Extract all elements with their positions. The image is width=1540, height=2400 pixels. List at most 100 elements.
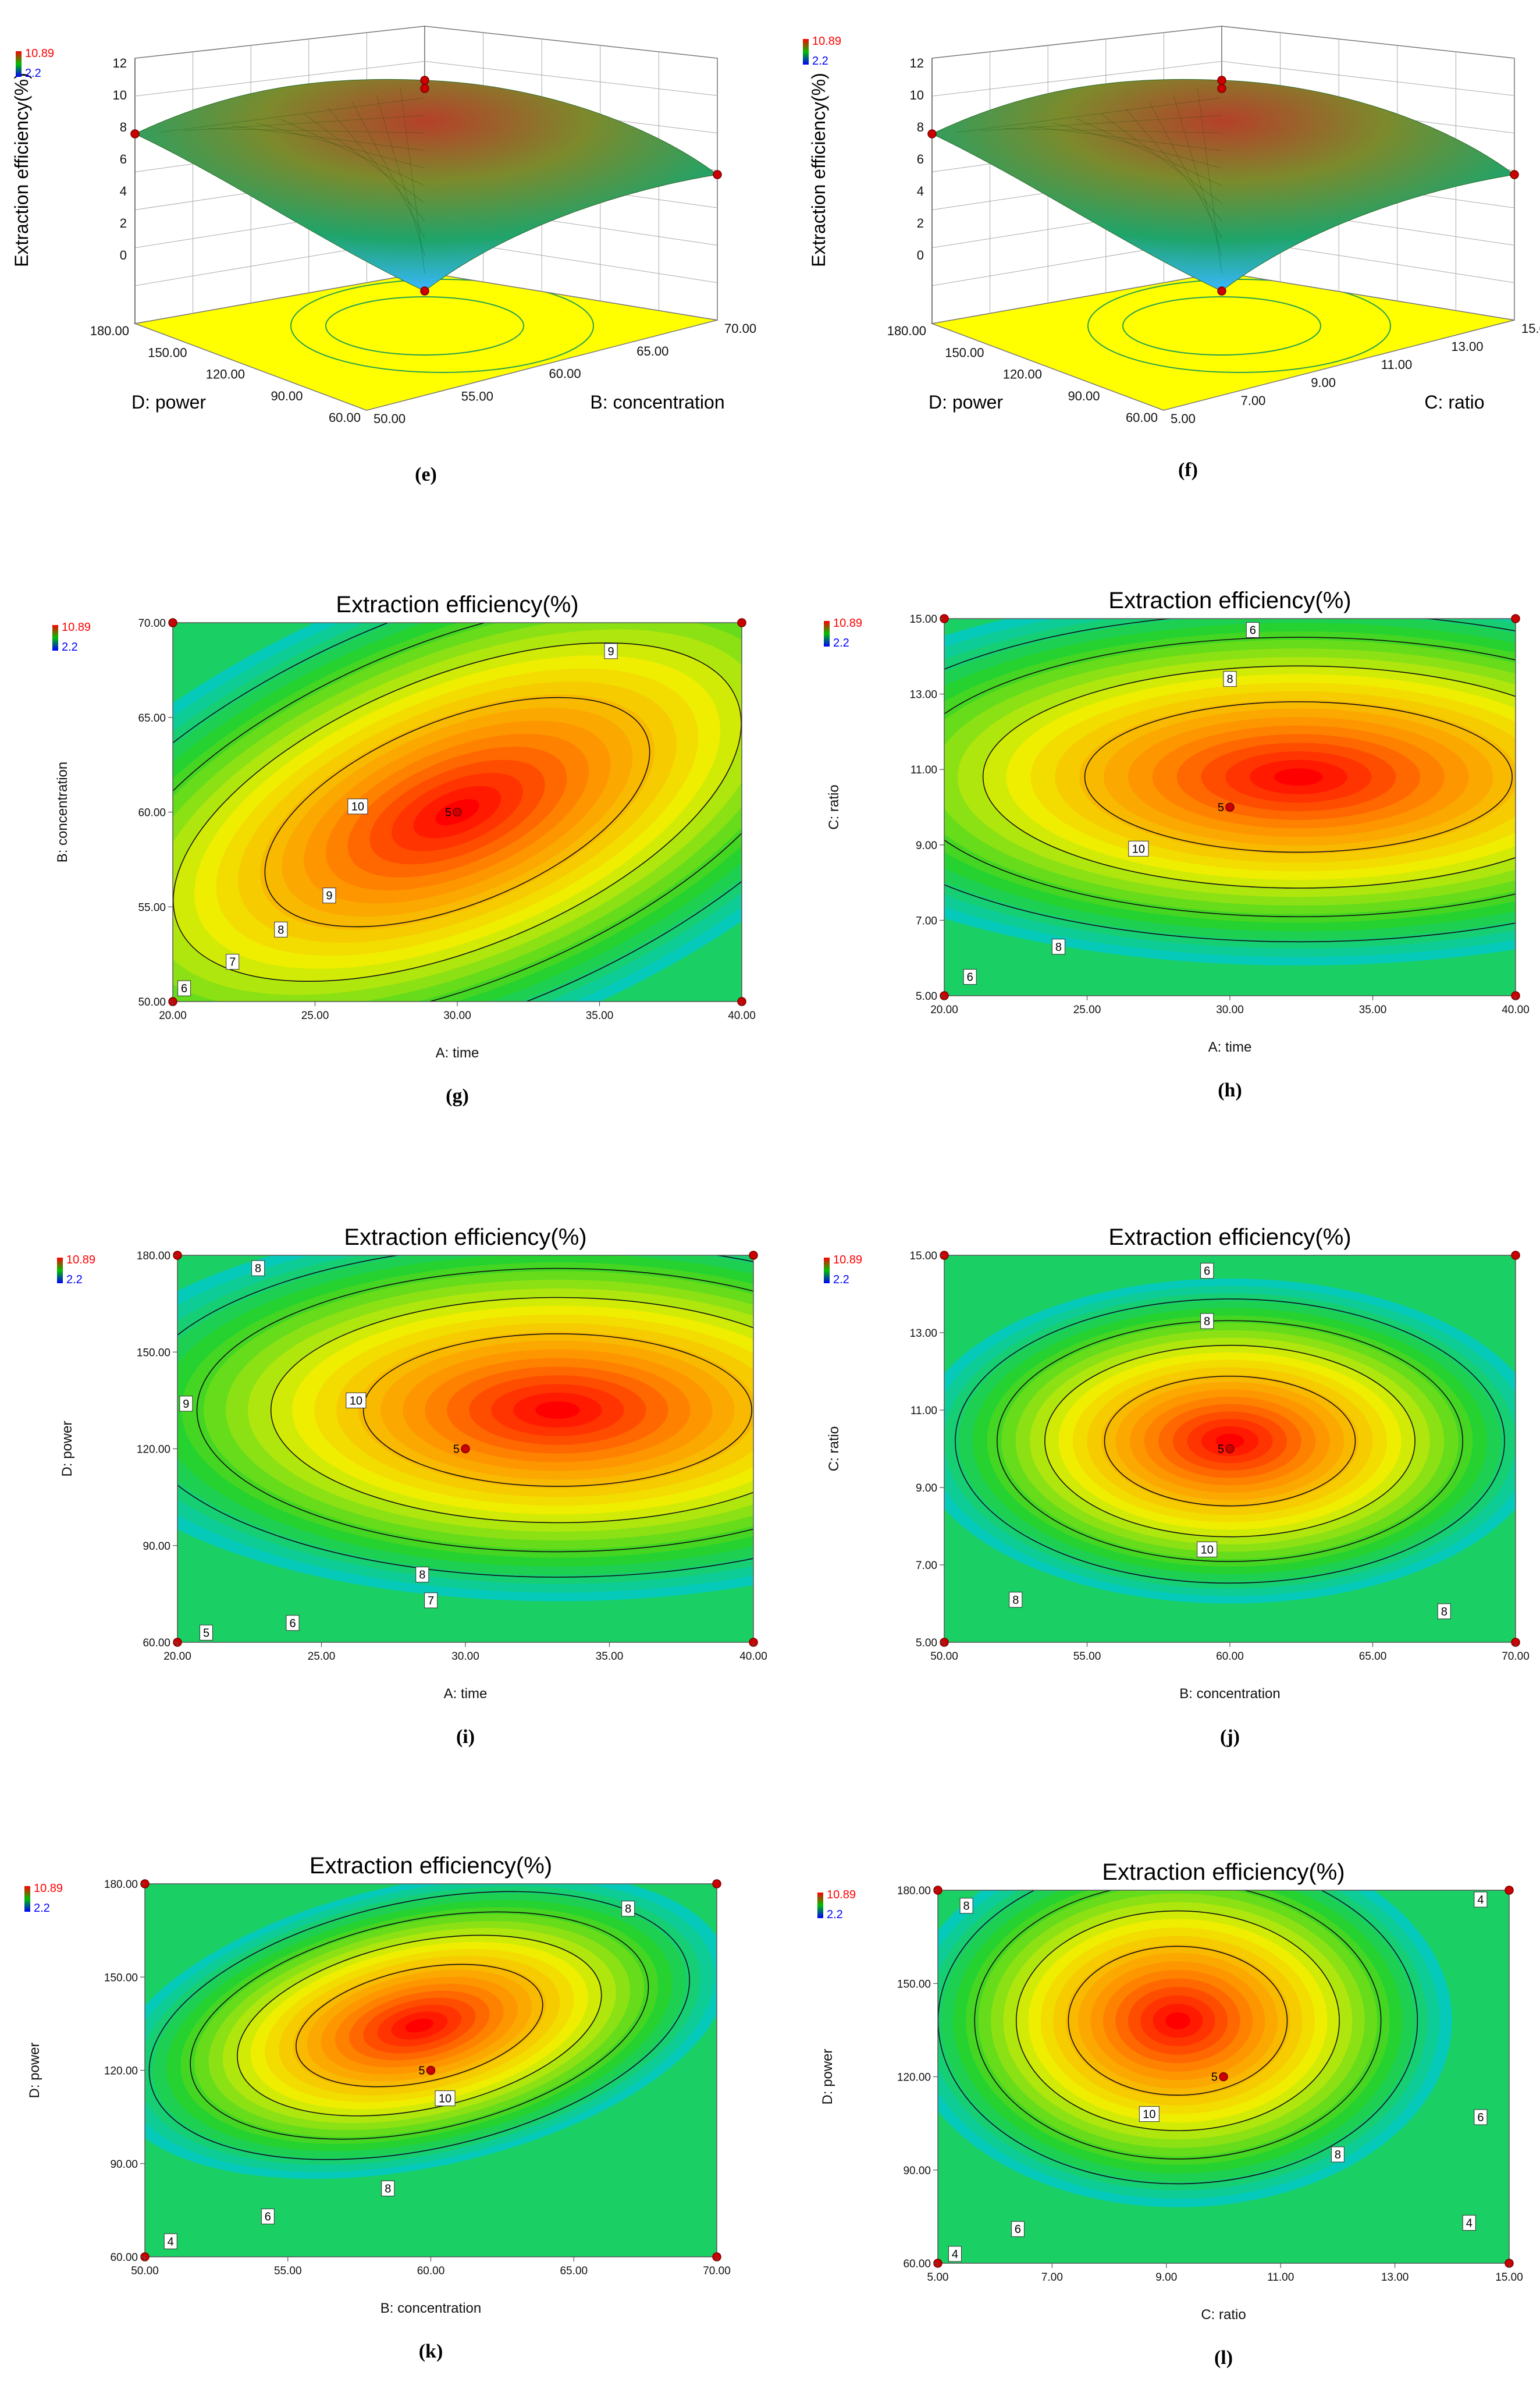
contour-label-box: [1128, 840, 1149, 857]
x-tick-label: 180.00: [887, 324, 926, 338]
z-tick-label: 4: [120, 184, 127, 198]
x-tick-label: 150.00: [148, 345, 187, 360]
contour-label-box: [1223, 671, 1237, 687]
contour-label-box: [200, 1624, 213, 1641]
z-tick-label: 6: [120, 152, 127, 166]
design-point: [420, 286, 429, 296]
contour-label-text: 8: [385, 2182, 391, 2195]
contour-line: [173, 623, 742, 1002]
x-tick-label: 150.00: [945, 345, 984, 360]
contour-label-box: [1474, 1891, 1488, 1908]
x-tick-label: 35.00: [1359, 1004, 1387, 1016]
z-tick-label: 2: [917, 216, 924, 230]
contour-band: [535, 1401, 580, 1419]
x-tick-label: 20.00: [159, 1010, 187, 1022]
contour-label-text: 4: [1477, 1894, 1484, 1906]
legend-low-label: 2.2: [827, 1908, 843, 1921]
y-tick-label: 9.00: [916, 1482, 937, 1494]
contour-label-box: [1246, 622, 1260, 638]
contour-line: [190, 1911, 649, 2140]
x-tick-label: 25.00: [301, 1010, 329, 1022]
x-tick-label: 50.00: [131, 2265, 159, 2277]
x-tick-label: 5.00: [927, 2271, 949, 2284]
y-tick-label: 7.00: [916, 1560, 937, 1572]
contour-label-text: 9: [183, 1398, 189, 1411]
contour-label: 10: [435, 2090, 456, 2107]
center-point: 5: [445, 807, 462, 819]
contour-label-box: [1051, 939, 1065, 955]
surface-mesh-line: [328, 108, 425, 221]
contour-label-text: 8: [1335, 2149, 1341, 2161]
contour-plot-g: 9 10 9 8 7 6 5 20.00 25.00 30.00 35.00 40.00 50.00 55…: [52, 592, 756, 1107]
x-tick-label: 30.00: [1216, 1004, 1244, 1016]
y-tick-label: 11.00: [911, 1405, 937, 1417]
x-tick-label: 55.00: [274, 2265, 302, 2277]
legend-high-label: 10.89: [62, 621, 91, 634]
center-point: 5: [1211, 2071, 1228, 2084]
y-tick-label: 90.00: [110, 2158, 138, 2171]
contour-label: 8: [251, 1260, 265, 1276]
legend-low-label: 2.2: [833, 637, 849, 649]
y-tick-label: 5.00: [916, 1637, 937, 1649]
contour-label-text: 8: [1204, 1315, 1210, 1328]
contour-label: 6: [963, 969, 977, 985]
contour-label-box: [948, 2246, 962, 2262]
y-tick-label: 13.00: [909, 1327, 937, 1340]
contour-label-text: 7: [229, 956, 236, 969]
legend-high-label: 10.89: [812, 35, 841, 48]
y-tick-label: 120.00: [897, 2072, 931, 2084]
plot-area: [938, 1890, 1509, 2263]
y-axis-label: B: concentration: [590, 392, 724, 413]
contour-label-text: 4: [1466, 2217, 1473, 2230]
contour-line: [177, 1255, 753, 1578]
y-axis-label: C: ratio: [826, 784, 842, 829]
x-axis-label: B: concentration: [1179, 1686, 1280, 1702]
color-legend: 10.89 2.2: [824, 1254, 862, 1286]
color-legend: 10.89 2.2: [817, 1888, 856, 1921]
contour-line: [974, 1890, 1382, 2160]
x-tick-label: 30.00: [451, 1650, 479, 1663]
contour-label-text: 8: [255, 1262, 261, 1275]
contour-label-box: [251, 1260, 265, 1276]
y-tick-label: 90.00: [903, 2165, 931, 2177]
x-tick-label: 20.00: [930, 1004, 958, 1016]
design-point: [420, 76, 429, 85]
design-point: [420, 84, 429, 93]
plot-area: [177, 1255, 753, 1642]
contour-label-text: 6: [1477, 2111, 1484, 2124]
center-replicates-label: 5: [453, 1443, 460, 1456]
contour-label-box: [1009, 1592, 1023, 1608]
contour-line: [362, 1333, 752, 1487]
design-point: [1217, 84, 1226, 93]
contour-label-text: 9: [326, 890, 332, 903]
contour-label-text: 9: [607, 645, 614, 658]
legend-bar: [52, 625, 58, 651]
corner-design-point: [712, 1879, 721, 1888]
corner-design-point: [737, 618, 746, 627]
contour-label-box: [959, 1898, 973, 1914]
panel-caption: (l): [1214, 2347, 1233, 2369]
x-axis-label: D: power: [131, 392, 206, 413]
color-legend: 10.89 2.2: [824, 617, 862, 649]
floor-contour: [325, 296, 524, 356]
contour-label-text: 8: [278, 924, 284, 936]
x-tick-label: 7.00: [1041, 2271, 1063, 2284]
surface-mesh-line: [956, 97, 1222, 133]
contour-label: 6: [261, 2209, 275, 2225]
contour-label-text: 6: [289, 1617, 296, 1630]
contour-label-box: [163, 2233, 177, 2249]
floor-contour: [1087, 279, 1391, 373]
plot-area: [944, 1255, 1516, 1642]
y-tick-label: 9.00: [1311, 375, 1336, 390]
center-design-point: [426, 2065, 436, 2075]
contour-label: 8: [274, 921, 288, 938]
y-tick-label: 7.00: [916, 915, 937, 927]
y-tick-label: 70.00: [138, 617, 166, 630]
chart-title: Extraction efficiency(%): [336, 592, 578, 617]
chart-title: Extraction efficiency(%): [344, 1224, 586, 1250]
legend-bar: [817, 1893, 823, 1918]
surface-plot-f: 0 2 4 6 8 10 12 Extraction efficiency(%) 60.00 90…: [803, 26, 1540, 481]
contour-label-text: 8: [1226, 673, 1233, 686]
color-legend: 10.89 2.2: [57, 1254, 95, 1286]
surface-mesh-line: [1076, 118, 1222, 186]
